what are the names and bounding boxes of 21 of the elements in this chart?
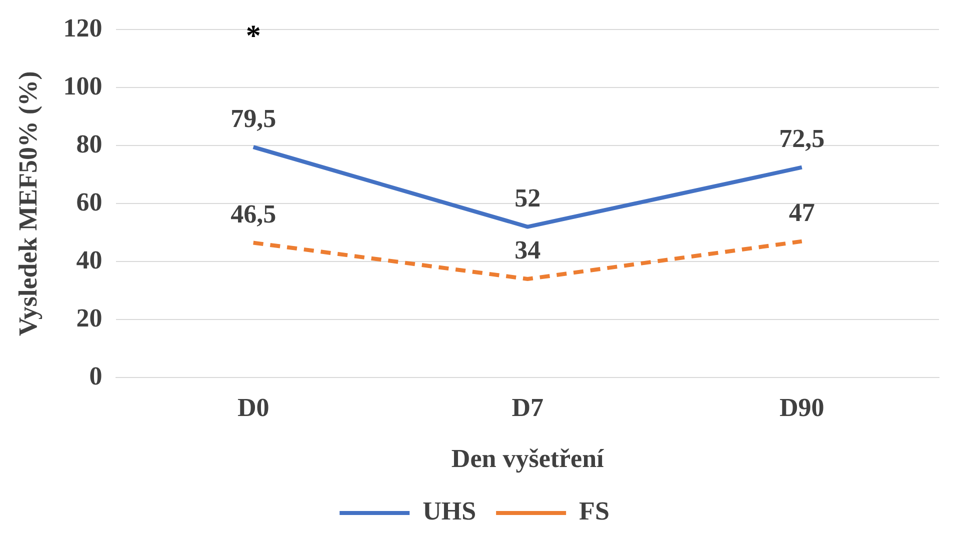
data-label: 34 bbox=[514, 236, 541, 265]
y-tick-label: 40 bbox=[76, 245, 102, 274]
y-tick-label: 120 bbox=[63, 13, 102, 42]
x-tick-label: D0 bbox=[237, 392, 270, 422]
legend-label: FS bbox=[579, 496, 610, 526]
data-label: 52 bbox=[514, 184, 541, 213]
data-label: 47 bbox=[788, 198, 815, 228]
annotation: * bbox=[246, 19, 261, 52]
y-tick-label: 0 bbox=[89, 361, 102, 390]
legend-label: UHS bbox=[422, 496, 476, 526]
data-label: 72,5 bbox=[779, 124, 825, 154]
x-tick-label: D90 bbox=[779, 392, 824, 422]
y-tick-label: 100 bbox=[63, 71, 102, 100]
y-tick-label: 80 bbox=[76, 129, 102, 158]
data-label: 79,5 bbox=[230, 104, 276, 133]
y-tick-label: 60 bbox=[76, 187, 102, 216]
y-axis-title: Vysledek MEF50% (%) bbox=[13, 71, 42, 336]
y-tick-label: 20 bbox=[76, 303, 102, 332]
x-tick-label: D7 bbox=[512, 392, 544, 422]
data-label: 46,5 bbox=[230, 199, 276, 228]
x-axis-title: Den vyšetření bbox=[451, 444, 605, 474]
